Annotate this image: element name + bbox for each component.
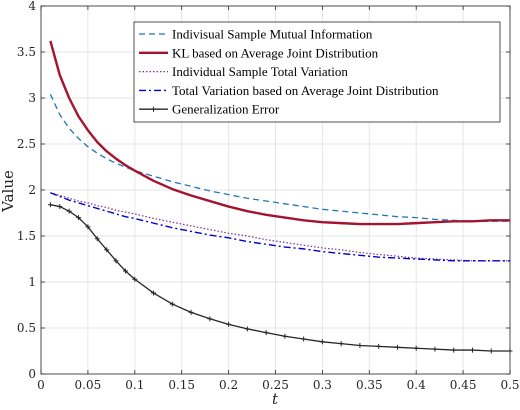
y-tick-label: 3.5 [17, 45, 36, 59]
series-point-5 [376, 343, 382, 349]
legend: Indivisual Sample Mutual Information KL b… [133, 21, 501, 123]
series-point-5 [76, 215, 82, 221]
series-line-4 [50, 192, 510, 262]
x-tick-label: 0.45 [450, 378, 477, 392]
legend-label-4: Total Variation based on Average Joint D… [172, 83, 439, 98]
series-point-5 [57, 204, 63, 210]
y-tick-label: 1.5 [17, 229, 36, 243]
series-line-5 [50, 204, 510, 352]
series-point-5 [122, 268, 128, 274]
series-point-5 [207, 316, 213, 322]
legend-label-1: Indivisual Sample Mutual Information [172, 27, 373, 42]
x-tick-label: 0 [37, 378, 45, 392]
y-tick-label: 4 [28, 0, 36, 13]
series-point-5 [488, 348, 494, 354]
series-point-5 [282, 333, 288, 339]
series-point-5 [94, 236, 100, 242]
series-point-5 [432, 346, 438, 352]
series-line-3 [50, 192, 510, 262]
series-point-5 [244, 326, 250, 332]
x-tick-label: 0.3 [313, 378, 332, 392]
y-tick-label: 3 [28, 91, 36, 105]
legend-label-5: Generalization Error [172, 102, 280, 117]
series-point-5 [451, 347, 457, 353]
series-point-5 [263, 330, 269, 336]
series-point-5 [338, 341, 344, 347]
legend-box [133, 21, 501, 123]
series-point-5 [413, 345, 419, 351]
y-tick-label: 2.5 [17, 137, 36, 151]
series-point-5 [469, 347, 475, 353]
x-axis-label: t [272, 390, 279, 408]
series-point-5 [301, 336, 307, 342]
series-point-5 [151, 290, 157, 296]
y-tick-label: 1 [28, 275, 36, 289]
series-point-5 [394, 344, 400, 350]
y-axis-label: Value [0, 170, 17, 213]
series-point-5 [85, 224, 91, 230]
series-line-1 [49, 94, 510, 222]
x-tick-label: 0.1 [125, 378, 144, 392]
series-point-5 [104, 247, 110, 253]
series-point-5 [66, 208, 72, 214]
series-point-5 [357, 342, 363, 348]
x-tick-label: 0.5 [500, 378, 519, 392]
series-point-5 [113, 258, 119, 264]
x-tick-label: 0.25 [262, 378, 289, 392]
x-tick-label: 0.4 [407, 378, 426, 392]
x-axis: 0 0.05 0.1 0.15 0.2 0.25 0.3 0.35 0.4 0.45 0.5 [37, 6, 520, 392]
series-point-5 [132, 276, 138, 282]
y-tick-label: 2 [28, 183, 36, 197]
series-point-5 [507, 348, 513, 354]
legend-label-3: Individual Sample Total Variation [172, 64, 348, 79]
y-tick-label: 0.5 [17, 321, 36, 335]
x-tick-label: 0.15 [168, 378, 195, 392]
series-layer [47, 40, 513, 354]
x-tick-label: 0.05 [75, 378, 102, 392]
y-tick-label: 0 [28, 367, 36, 381]
series-point-5 [169, 301, 175, 307]
series-point-5 [226, 321, 232, 327]
series-point-5 [319, 339, 325, 345]
series-point-5 [47, 202, 53, 208]
legend-marker [151, 106, 156, 112]
legend-label-2: KL based on Average Joint Distribution [172, 45, 379, 60]
x-tick-label: 0.2 [219, 378, 238, 392]
series-point-5 [188, 309, 194, 315]
x-tick-label: 0.35 [356, 378, 383, 392]
y-axis: 0 0.5 1 1.5 2 2.5 3 3.5 4 [17, 0, 510, 381]
series-line-2 [49, 40, 510, 226]
